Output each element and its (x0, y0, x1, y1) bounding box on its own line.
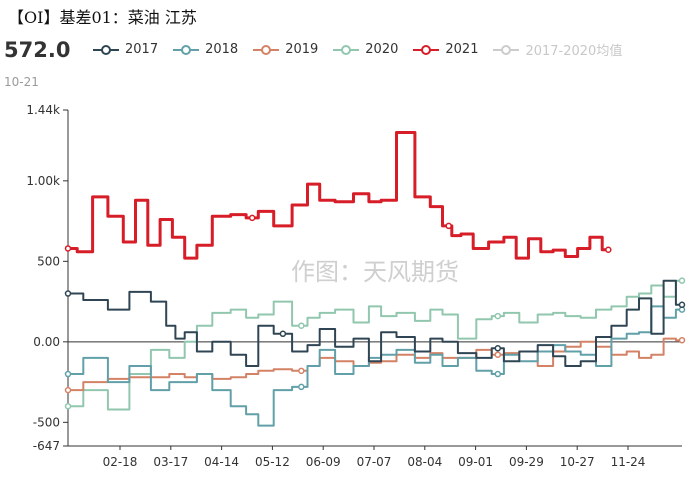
legend-label: 2021 (445, 42, 479, 57)
series-point-2017 (678, 301, 686, 309)
legend-label: 2019 (285, 42, 319, 57)
legend-marker-2021-icon (413, 44, 440, 55)
legend-label: 2020 (365, 42, 399, 57)
legend-marker-avg-icon (493, 44, 520, 55)
legend-label: 2018 (205, 42, 239, 57)
x-tick-label: 03-17 (153, 455, 188, 469)
y-tick-label: 0.00 (33, 335, 60, 349)
series-point-2019 (678, 336, 686, 344)
x-tick-label: 04-14 (204, 455, 239, 469)
series-point-2018 (298, 383, 305, 391)
series-point-2018 (494, 370, 502, 378)
chart-title: 【OI】基差01：菜油 江苏 (8, 8, 197, 27)
legend-item-2019[interactable]: 2019 (252, 40, 318, 59)
x-tick-label: 09-29 (509, 455, 544, 469)
series-line-2018 (68, 305, 682, 427)
series-point-2019 (298, 367, 305, 375)
y-tick-label: 1.00k (26, 174, 60, 188)
series-point-2020 (678, 277, 686, 284)
x-tick-label: 05-12 (255, 455, 290, 469)
series-point-2020 (298, 322, 305, 329)
watermark: 作图：天风期货 (291, 258, 459, 286)
legend-marker-2018-icon (173, 44, 200, 55)
x-tick-label: 07-07 (357, 455, 392, 469)
series-point-2021 (445, 222, 452, 230)
series-line-2021 (68, 131, 609, 260)
legend-item-2017[interactable]: 2017 (92, 40, 158, 59)
y-tick-label: 500 (37, 254, 60, 268)
legend-item-2018[interactable]: 2018 (172, 40, 238, 59)
legend-item-2017-2020-avg[interactable]: 2017-2020均值 (492, 40, 622, 59)
legend-label-avg: 2017-2020均值 (525, 44, 623, 59)
x-tick-label: 02-18 (103, 455, 138, 469)
y-tick-label: -500 (33, 415, 60, 429)
series-point-2020 (494, 312, 502, 320)
legend-label: 2017 (125, 42, 159, 57)
legend-item-2021[interactable]: 2021 (412, 40, 478, 59)
legend: 2017 2018 2019 2020 2021 2017- (92, 40, 622, 59)
series-point-2018 (64, 370, 72, 378)
series-point-2017 (64, 290, 72, 297)
series-line-2017 (68, 279, 682, 367)
series-point-2021 (605, 246, 612, 253)
legend-marker-2017-icon (93, 44, 119, 55)
y-tick-label: -647 (33, 439, 60, 453)
y-tick-label: 1.44k (26, 103, 60, 117)
x-tick-label: 08-04 (407, 455, 442, 469)
series-point-2021 (248, 214, 256, 222)
legend-item-2020[interactable]: 2020 (332, 40, 398, 59)
x-tick-label: 11-24 (611, 455, 646, 469)
series-point-2020 (64, 402, 72, 410)
x-tick-label: 06-09 (306, 455, 341, 469)
current-date: 10-21 (4, 75, 39, 89)
x-tick-label: 09-01 (458, 455, 493, 469)
x-tick-label: 10-27 (560, 455, 595, 469)
series-point-2017 (279, 330, 287, 338)
series-point-2021 (64, 245, 72, 252)
current-value: 572.0 (4, 38, 71, 62)
series-point-2019 (494, 351, 502, 358)
legend-marker-2019-icon (253, 44, 280, 55)
series-line-2019 (68, 337, 682, 392)
series-point-2019 (64, 386, 72, 394)
series-point-2017 (494, 345, 502, 352)
legend-marker-2020-icon (333, 44, 360, 55)
